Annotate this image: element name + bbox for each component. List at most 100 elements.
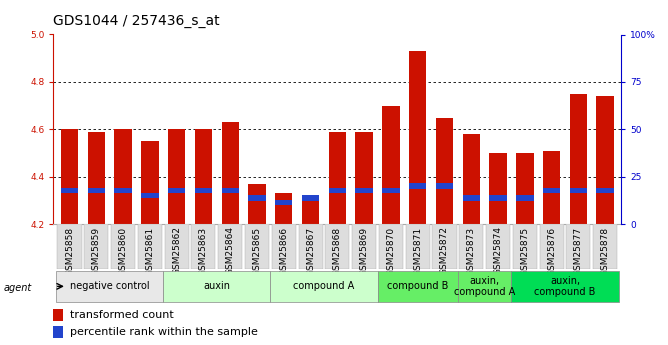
Text: GDS1044 / 257436_s_at: GDS1044 / 257436_s_at xyxy=(53,13,220,28)
FancyBboxPatch shape xyxy=(459,224,484,269)
Bar xyxy=(88,132,105,224)
Text: negative control: negative control xyxy=(70,282,150,291)
Text: GSM25875: GSM25875 xyxy=(520,227,529,276)
Bar xyxy=(436,184,453,189)
FancyBboxPatch shape xyxy=(111,224,135,269)
Bar xyxy=(194,188,212,194)
Bar xyxy=(53,309,63,321)
FancyBboxPatch shape xyxy=(191,224,216,269)
Text: GSM25865: GSM25865 xyxy=(253,227,261,276)
Bar xyxy=(275,200,293,205)
Bar xyxy=(275,194,293,224)
FancyBboxPatch shape xyxy=(458,271,512,302)
Text: compound B: compound B xyxy=(387,282,448,291)
FancyBboxPatch shape xyxy=(218,224,242,269)
Text: GSM25863: GSM25863 xyxy=(199,227,208,276)
Bar xyxy=(597,96,614,224)
Bar xyxy=(329,132,346,224)
Bar xyxy=(302,195,319,200)
Bar xyxy=(462,195,480,200)
Bar xyxy=(409,184,426,189)
Bar xyxy=(141,193,158,198)
Text: GSM25873: GSM25873 xyxy=(467,227,476,276)
Bar xyxy=(490,195,507,200)
Bar xyxy=(194,129,212,224)
Text: GSM25878: GSM25878 xyxy=(601,227,610,276)
Text: auxin,
compound A: auxin, compound A xyxy=(454,276,515,297)
Bar xyxy=(436,118,453,224)
Text: GSM25876: GSM25876 xyxy=(547,227,556,276)
FancyBboxPatch shape xyxy=(138,224,162,269)
FancyBboxPatch shape xyxy=(566,224,591,269)
FancyBboxPatch shape xyxy=(84,224,108,269)
FancyBboxPatch shape xyxy=(486,224,510,269)
Text: GSM25872: GSM25872 xyxy=(440,227,449,276)
Bar xyxy=(88,188,105,194)
Text: percentile rank within the sample: percentile rank within the sample xyxy=(70,327,258,337)
Bar xyxy=(597,188,614,194)
Text: GSM25866: GSM25866 xyxy=(279,227,289,276)
Bar xyxy=(516,195,534,200)
Bar xyxy=(114,188,132,194)
FancyBboxPatch shape xyxy=(593,224,617,269)
Text: GSM25874: GSM25874 xyxy=(494,227,502,276)
Bar xyxy=(382,106,399,224)
Text: auxin,
compound B: auxin, compound B xyxy=(534,276,596,297)
Text: GSM25869: GSM25869 xyxy=(359,227,369,276)
Text: transformed count: transformed count xyxy=(70,310,174,319)
Text: GSM25870: GSM25870 xyxy=(386,227,395,276)
FancyBboxPatch shape xyxy=(299,224,323,269)
FancyBboxPatch shape xyxy=(432,224,456,269)
FancyBboxPatch shape xyxy=(352,224,376,269)
FancyBboxPatch shape xyxy=(57,224,81,269)
Bar xyxy=(543,188,560,194)
Bar xyxy=(490,153,507,224)
Bar xyxy=(355,132,373,224)
Text: GSM25858: GSM25858 xyxy=(65,227,74,276)
FancyBboxPatch shape xyxy=(325,224,349,269)
Bar xyxy=(114,129,132,224)
Bar xyxy=(570,94,587,224)
FancyBboxPatch shape xyxy=(405,224,430,269)
Bar xyxy=(168,188,185,194)
Text: GSM25877: GSM25877 xyxy=(574,227,583,276)
FancyBboxPatch shape xyxy=(245,224,269,269)
Bar xyxy=(543,151,560,224)
FancyBboxPatch shape xyxy=(513,224,537,269)
Bar xyxy=(570,188,587,194)
Bar xyxy=(355,188,373,194)
FancyBboxPatch shape xyxy=(377,271,458,302)
Text: GSM25867: GSM25867 xyxy=(306,227,315,276)
Bar xyxy=(382,188,399,194)
Bar xyxy=(248,195,266,200)
Bar xyxy=(302,200,319,224)
Bar xyxy=(248,184,266,224)
Text: agent: agent xyxy=(3,283,31,293)
FancyBboxPatch shape xyxy=(272,224,296,269)
Bar xyxy=(168,129,185,224)
Bar xyxy=(61,129,78,224)
Text: auxin: auxin xyxy=(203,282,230,291)
Bar xyxy=(141,141,158,224)
Bar xyxy=(516,153,534,224)
Text: compound A: compound A xyxy=(293,282,355,291)
Bar xyxy=(222,122,239,224)
Bar xyxy=(462,134,480,224)
FancyBboxPatch shape xyxy=(540,224,564,269)
Bar xyxy=(61,188,78,194)
Text: GSM25871: GSM25871 xyxy=(413,227,422,276)
Text: GSM25864: GSM25864 xyxy=(226,227,234,276)
Bar xyxy=(222,188,239,194)
Text: GSM25860: GSM25860 xyxy=(119,227,128,276)
FancyBboxPatch shape xyxy=(164,224,188,269)
Bar xyxy=(53,326,63,338)
FancyBboxPatch shape xyxy=(379,224,403,269)
Bar xyxy=(409,51,426,224)
Text: GSM25859: GSM25859 xyxy=(92,227,101,276)
Text: GSM25862: GSM25862 xyxy=(172,227,181,276)
FancyBboxPatch shape xyxy=(56,271,163,302)
FancyBboxPatch shape xyxy=(512,271,619,302)
FancyBboxPatch shape xyxy=(163,271,271,302)
Bar xyxy=(329,188,346,194)
Text: GSM25861: GSM25861 xyxy=(146,227,154,276)
